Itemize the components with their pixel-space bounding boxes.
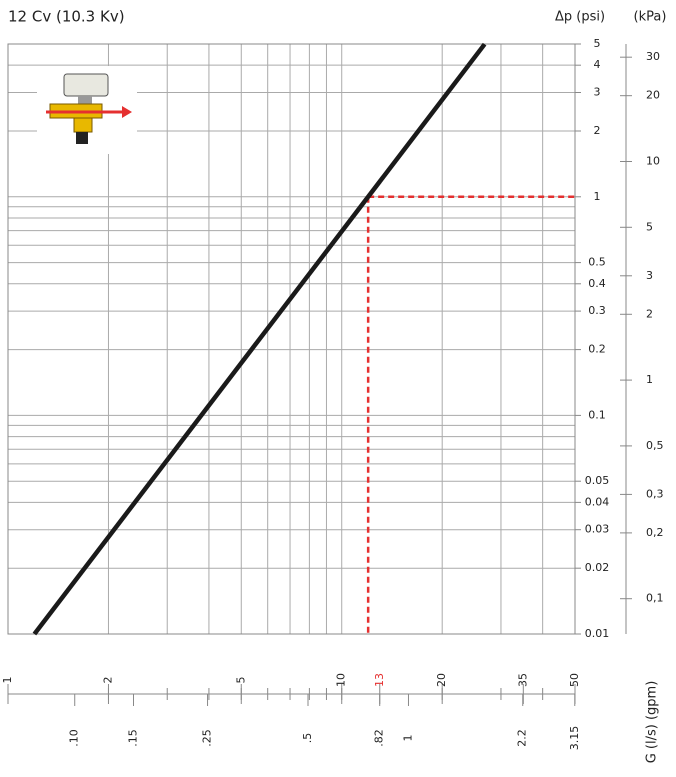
- y2-tick-label: 30: [646, 50, 660, 63]
- y-tick-label: 3: [594, 85, 601, 98]
- y2-tick-label: 0,1: [646, 592, 664, 605]
- x-tick-label: 10: [335, 673, 348, 687]
- y2-tick-label: 2: [646, 307, 653, 320]
- y2-tick-label: 3: [646, 269, 653, 282]
- y-tick-label: 0.04: [585, 495, 610, 508]
- y-tick-label: 0.01: [585, 627, 610, 640]
- x2-tick-label: .15: [127, 729, 140, 747]
- x-tick-label: 20: [435, 673, 448, 687]
- y2-tick-label: 0,2: [646, 526, 664, 539]
- x-tick-label: 50: [568, 673, 581, 687]
- y-tick-label: 1: [594, 190, 601, 203]
- y-tick-label: 0.5: [588, 256, 606, 269]
- y2-tick-label: 20: [646, 89, 660, 102]
- x-tick-label: 5: [234, 677, 247, 684]
- y2-axis-title: (kPa): [634, 10, 667, 25]
- x2-tick-label: .10: [68, 729, 81, 747]
- y-tick-label: 0.03: [585, 523, 610, 536]
- y-tick-label: 0.3: [588, 304, 606, 317]
- y2-tick-label: 0,3: [646, 487, 664, 500]
- y-tick-label: 0.2: [588, 343, 606, 356]
- y-axis-title: Δp (psi): [555, 10, 605, 25]
- data-line: [32, 42, 487, 636]
- y-tick-label: 0.1: [588, 408, 606, 421]
- plot-frame: [7, 43, 576, 635]
- x-tick-label: 13: [373, 673, 386, 687]
- x-tick-label: 35: [516, 673, 529, 687]
- x2-tick-label: 1: [401, 735, 414, 742]
- x2-tick-label: .82: [373, 729, 386, 747]
- chart-title: 12 Cv (10.3 Kv): [8, 8, 125, 26]
- y2-tick-label: 1: [646, 373, 653, 386]
- y-tick-label: 4: [594, 58, 601, 71]
- x-tick-label: 1: [1, 677, 14, 684]
- y-tick-label: 0.4: [588, 277, 606, 290]
- x2-tick-label: 2.2: [516, 729, 529, 747]
- x2-tick-label: .5: [301, 733, 314, 744]
- y-tick-label: 0.02: [585, 561, 610, 574]
- x2-tick-label: 3.15: [568, 726, 581, 751]
- y-tick-label: 0.05: [585, 474, 610, 487]
- y2-tick-label: 10: [646, 154, 660, 167]
- x2-tick-label: .25: [201, 729, 214, 747]
- y-tick-label: 5: [594, 37, 601, 50]
- x-axis-title: G (l/s) (gpm): [645, 681, 660, 764]
- valve-icon: [37, 66, 137, 154]
- y2-tick-label: 0,5: [646, 439, 664, 452]
- x-tick-label: 2: [101, 677, 114, 684]
- y2-tick-label: 5: [646, 220, 653, 233]
- y-tick-label: 2: [594, 124, 601, 137]
